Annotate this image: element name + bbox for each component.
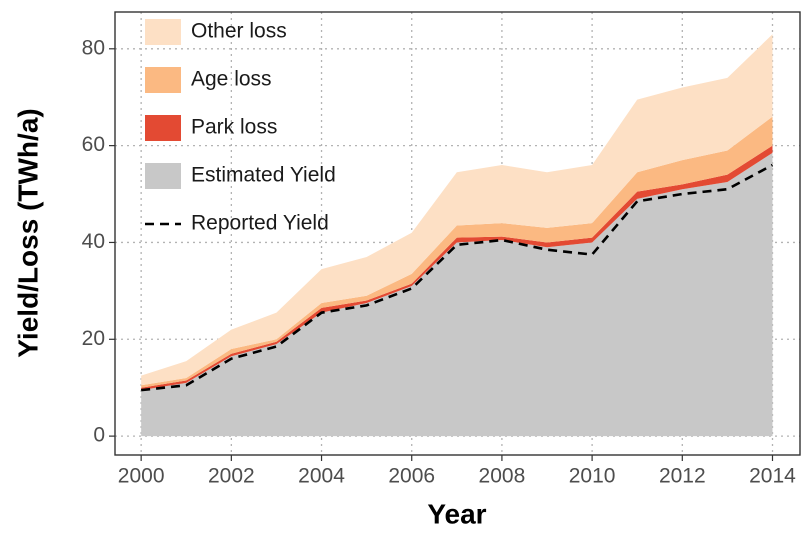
x-tick-label: 2010 <box>569 465 616 488</box>
legend-key <box>145 115 181 141</box>
x-tick-label: 2014 <box>749 465 796 488</box>
x-tick-label: 2004 <box>298 465 345 488</box>
area <box>141 34 773 386</box>
y-tick-label: 0 <box>93 424 105 447</box>
x-tick-label: 2012 <box>659 465 706 488</box>
y-tick-label: 60 <box>82 133 105 156</box>
y-tick-label: 20 <box>82 327 105 350</box>
area <box>141 152 773 437</box>
x-tick-label: 2008 <box>479 465 526 488</box>
legend-key <box>145 163 181 189</box>
legend-label: Age loss <box>191 68 272 91</box>
y-tick-label: 80 <box>82 36 105 59</box>
legend-label: Estimated Yield <box>191 164 336 187</box>
line <box>141 163 774 392</box>
plot-border <box>114 11 801 456</box>
legend-label: Reported Yield <box>191 212 329 235</box>
x-axis-title: Year <box>427 498 486 529</box>
legend-label: Park loss <box>191 116 277 139</box>
legend-key <box>145 67 181 93</box>
legend-label: Other loss <box>191 20 287 43</box>
x-tick-label: 2006 <box>388 465 435 488</box>
areas <box>141 34 773 437</box>
legend-key <box>145 19 181 45</box>
x-tick-label: 2000 <box>118 465 165 488</box>
x-tick-label: 2002 <box>208 465 255 488</box>
y-tick-label: 40 <box>82 230 105 253</box>
y-axis-title: Yield/Loss (TWh/a) <box>12 108 43 357</box>
